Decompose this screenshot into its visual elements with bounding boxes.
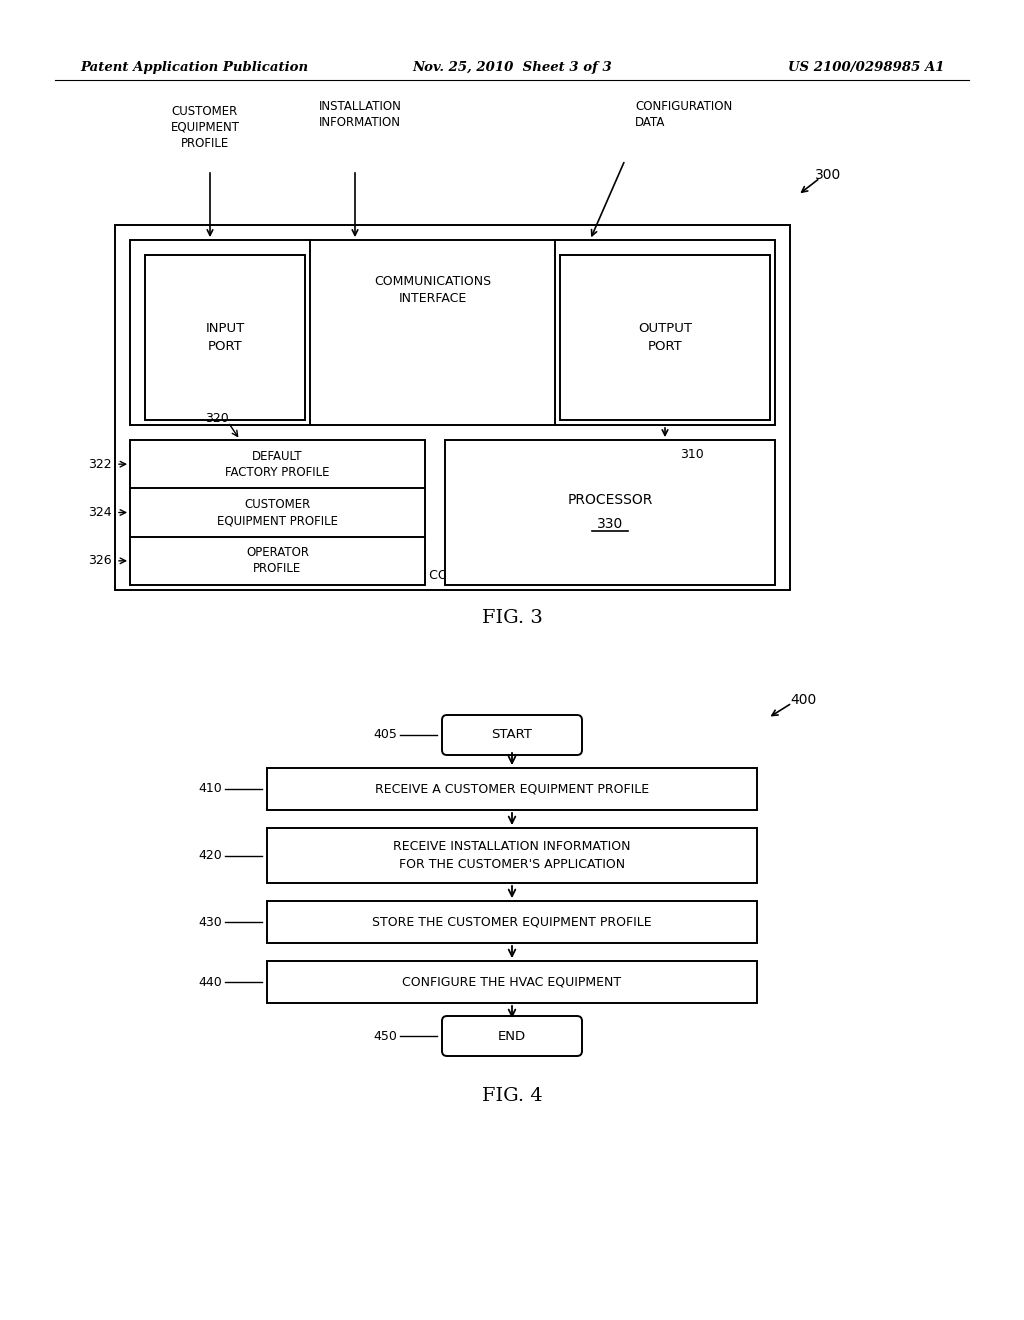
Text: OUTPUT
PORT: OUTPUT PORT bbox=[638, 322, 692, 352]
Text: 450: 450 bbox=[373, 1030, 397, 1043]
Text: 410: 410 bbox=[199, 783, 222, 796]
Text: INSTALLATION
INFORMATION: INSTALLATION INFORMATION bbox=[318, 100, 401, 129]
Text: 310: 310 bbox=[680, 449, 703, 462]
Bar bbox=[267, 902, 757, 942]
Text: 420: 420 bbox=[199, 849, 222, 862]
Text: 405: 405 bbox=[373, 729, 397, 742]
Text: Patent Application Publication: Patent Application Publication bbox=[80, 62, 308, 74]
Text: 300: 300 bbox=[815, 168, 842, 182]
Text: CONFIGURATION
DATA: CONFIGURATION DATA bbox=[635, 100, 732, 129]
FancyBboxPatch shape bbox=[442, 1016, 582, 1056]
Bar bbox=[130, 440, 425, 585]
Bar bbox=[267, 961, 757, 1003]
Text: DEFAULT
FACTORY PROFILE: DEFAULT FACTORY PROFILE bbox=[225, 450, 330, 479]
Text: 322: 322 bbox=[88, 458, 112, 471]
FancyBboxPatch shape bbox=[442, 715, 582, 755]
Bar bbox=[145, 255, 305, 420]
Text: 440: 440 bbox=[199, 975, 222, 989]
Text: 324: 324 bbox=[88, 506, 112, 519]
Bar bbox=[115, 224, 790, 590]
Text: CONFIGURE THE HVAC EQUIPMENT: CONFIGURE THE HVAC EQUIPMENT bbox=[402, 975, 622, 989]
Text: 330: 330 bbox=[597, 517, 624, 532]
Text: 326: 326 bbox=[88, 554, 112, 568]
Bar bbox=[445, 440, 775, 585]
Text: PROCESSOR: PROCESSOR bbox=[567, 494, 652, 507]
Text: CUSTOMER
EQUIPMENT
PROFILE: CUSTOMER EQUIPMENT PROFILE bbox=[171, 106, 240, 150]
Bar bbox=[560, 255, 770, 420]
Bar bbox=[130, 240, 775, 425]
Bar bbox=[267, 768, 757, 810]
Text: 320: 320 bbox=[205, 412, 228, 425]
Text: FIG. 4: FIG. 4 bbox=[481, 1086, 543, 1105]
Text: RECEIVE INSTALLATION INFORMATION
FOR THE CUSTOMER'S APPLICATION: RECEIVE INSTALLATION INFORMATION FOR THE… bbox=[393, 841, 631, 870]
Text: 400: 400 bbox=[790, 693, 816, 708]
Text: OPERATOR
PROFILE: OPERATOR PROFILE bbox=[246, 546, 309, 576]
Text: COMMUNICATIONS
INTERFACE: COMMUNICATIONS INTERFACE bbox=[374, 275, 492, 305]
Text: Nov. 25, 2010  Sheet 3 of 3: Nov. 25, 2010 Sheet 3 of 3 bbox=[412, 62, 612, 74]
Text: RECEIVE A CUSTOMER EQUIPMENT PROFILE: RECEIVE A CUSTOMER EQUIPMENT PROFILE bbox=[375, 783, 649, 796]
Bar bbox=[267, 828, 757, 883]
Text: INPUT
PORT: INPUT PORT bbox=[206, 322, 245, 352]
Text: END: END bbox=[498, 1030, 526, 1043]
Text: CUSTOMER
EQUIPMENT PROFILE: CUSTOMER EQUIPMENT PROFILE bbox=[217, 498, 338, 527]
Text: STORE THE CUSTOMER EQUIPMENT PROFILE: STORE THE CUSTOMER EQUIPMENT PROFILE bbox=[372, 916, 652, 928]
Text: 430: 430 bbox=[199, 916, 222, 928]
Text: US 2100/0298985 A1: US 2100/0298985 A1 bbox=[787, 62, 944, 74]
Text: HVAC CONTROLLER: HVAC CONTROLLER bbox=[391, 569, 514, 582]
Text: FIG. 3: FIG. 3 bbox=[481, 609, 543, 627]
Text: START: START bbox=[492, 729, 532, 742]
